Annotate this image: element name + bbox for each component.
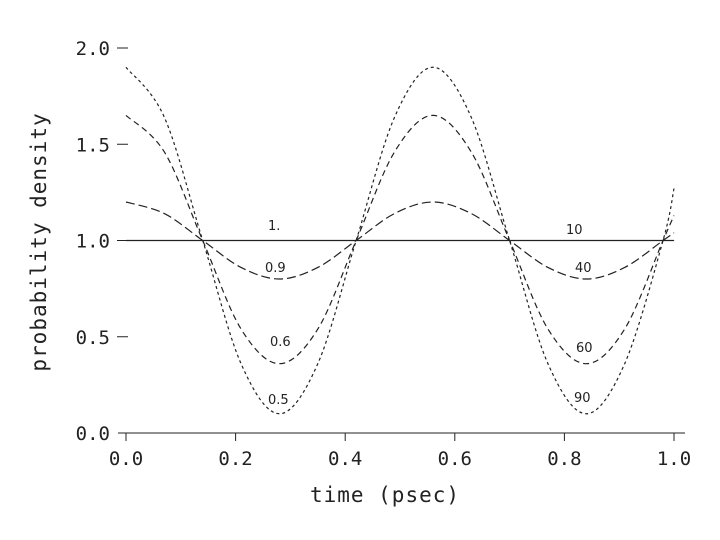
- curve-label: 1.: [268, 219, 280, 234]
- y-tick-label: 1.0: [76, 231, 110, 253]
- x-tick-label: 0.2: [218, 448, 252, 470]
- y-tick-label: 0.5: [76, 327, 110, 349]
- x-tick-label: 0.8: [547, 448, 581, 470]
- curve-label: 0.6: [270, 335, 291, 350]
- curve-label: 0.5: [268, 393, 289, 408]
- x-axis-label: time (psec): [310, 483, 460, 507]
- curve-label: 0.9: [265, 261, 286, 276]
- x-tick-label: 1.0: [657, 448, 691, 470]
- series-line-1: [125, 201, 675, 280]
- curve-label: 40: [575, 261, 592, 276]
- curve-label: 60: [576, 341, 593, 356]
- curve-labels: 1. 10 0.9 40 0.6 60 0.5 90: [265, 219, 593, 408]
- curve-label: 90: [574, 391, 591, 406]
- y-axis-label: probability density: [27, 112, 51, 371]
- y-tick-label: 1.5: [76, 134, 110, 156]
- x-tick-label: 0.4: [328, 448, 362, 470]
- curve-label: 10: [566, 223, 583, 238]
- series-line-3: [125, 66, 675, 415]
- y-tick-label: 2.0: [76, 38, 110, 60]
- curves: [125, 66, 675, 415]
- x-tick-label: 0.6: [438, 448, 472, 470]
- series-line-2: [125, 114, 675, 365]
- y-tick-label: 0.0: [76, 423, 110, 445]
- x-tick-label: 0.0: [109, 448, 143, 470]
- axes: 0.0 0.2 0.4 0.6 0.8 1.0 0.0 0.5 1.0 1.5 2.0: [76, 38, 691, 470]
